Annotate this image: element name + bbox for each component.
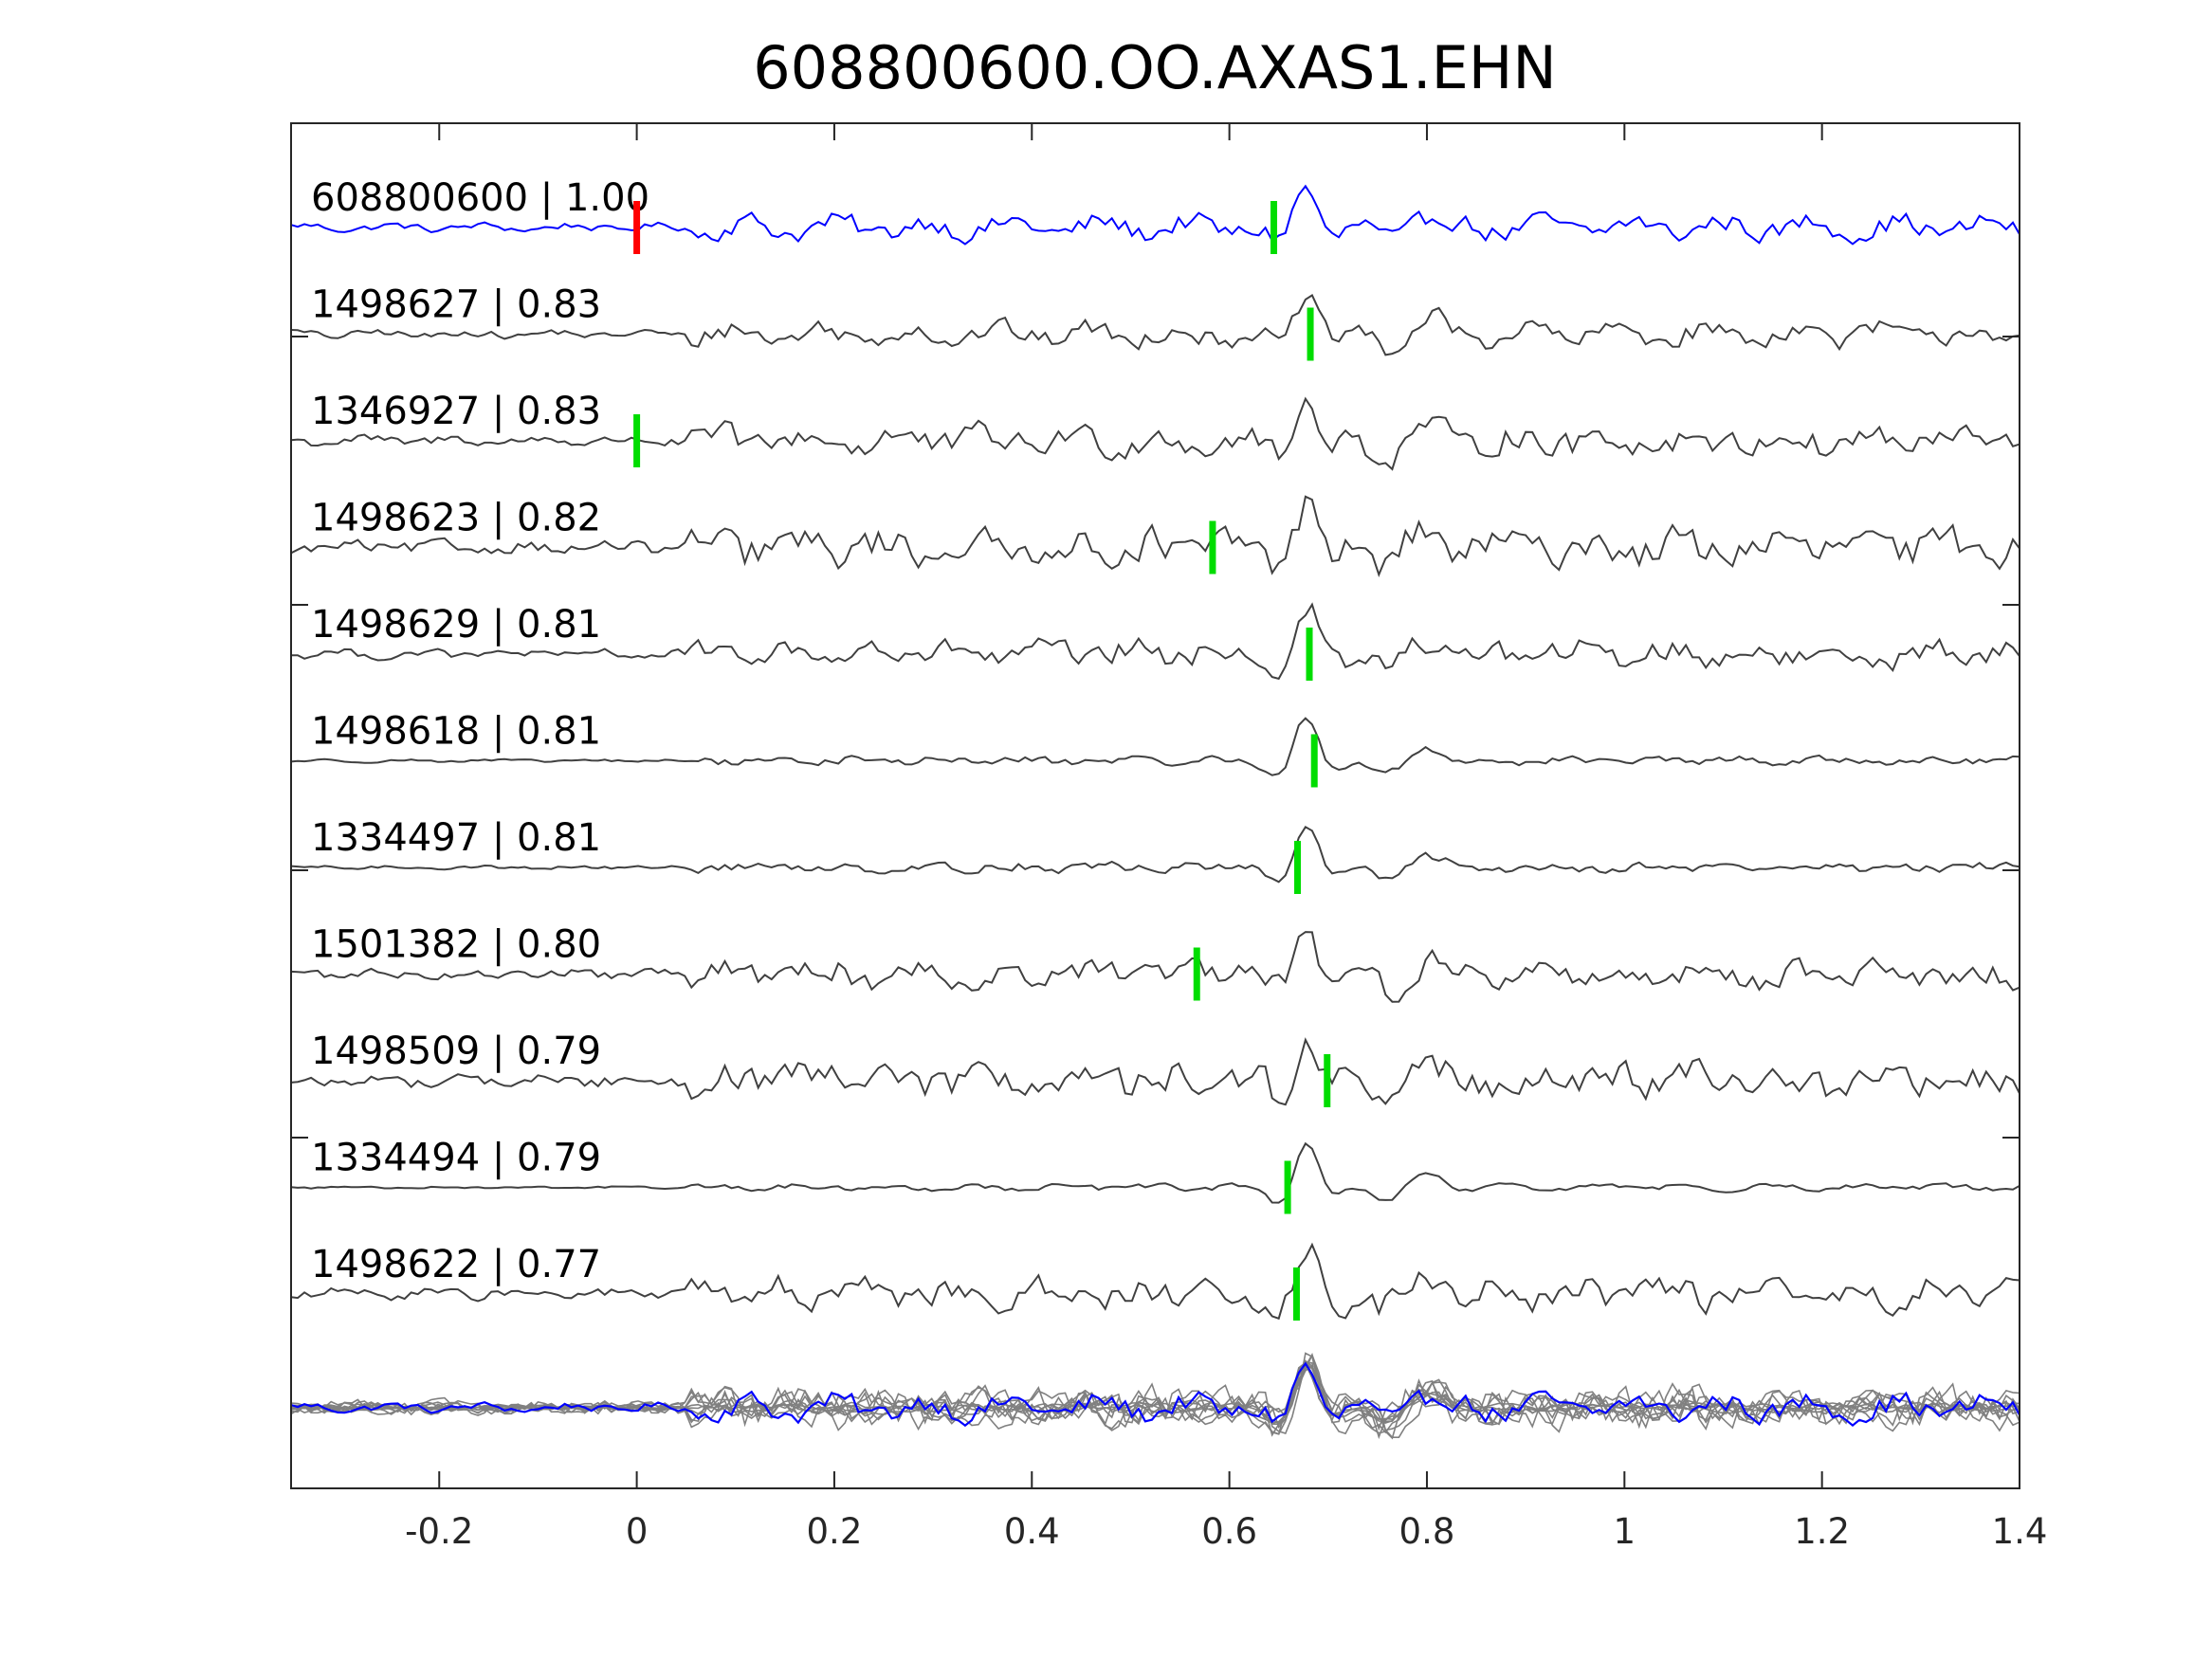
- waveform-line: [290, 931, 2020, 1003]
- x-tick-label: -0.2: [405, 1511, 473, 1552]
- stack-waveform-608800600: [290, 1361, 2020, 1428]
- trace-1498623: 1498623 | 0.82: [290, 495, 2020, 577]
- x-tick-label: 0.8: [1399, 1511, 1455, 1552]
- trace-1498629: 1498629 | 0.81: [291, 602, 2020, 681]
- phase-pick-marker: [633, 414, 641, 467]
- trace-label: 1346927 | 0.83: [311, 390, 601, 433]
- phase-pick-marker: [1193, 947, 1200, 1001]
- x-tick-label: 0.6: [1201, 1511, 1257, 1552]
- phase-pick-marker: [1292, 1267, 1300, 1321]
- stack-waveform-1498629: [290, 1352, 2020, 1435]
- x-tick-label: 0.4: [1004, 1511, 1060, 1552]
- trace-label: 1498629 | 0.81: [311, 603, 601, 647]
- trace-label: 1334497 | 0.81: [311, 816, 601, 860]
- trace-1334494: 1334494 | 0.79: [290, 1137, 2020, 1214]
- phase-pick-marker: [1284, 1160, 1291, 1214]
- trace-label: 1334494 | 0.79: [311, 1137, 601, 1180]
- phase-pick-marker: [1271, 201, 1278, 254]
- phase-pick-marker: [1209, 520, 1216, 574]
- trace-1498618: 1498618 | 0.81: [290, 710, 2020, 788]
- x-tick-label: 1.4: [1992, 1511, 2048, 1552]
- x-axis: -0.2 0 0.2 0.4 0.6 0.8 1 1.2 1.4: [291, 123, 2047, 1552]
- stack-waveform-1346927: [290, 1360, 2020, 1440]
- phase-pick-marker: [1306, 628, 1313, 681]
- waveform-line: [290, 1242, 2020, 1321]
- phase-pick-marker: [1310, 734, 1318, 788]
- trace-label: 1498618 | 0.81: [311, 710, 601, 754]
- waveform-line: [290, 1141, 2020, 1204]
- waveform-line: [290, 717, 2020, 776]
- trace-label: 1498509 | 0.79: [311, 1030, 601, 1073]
- waveform-line: [290, 396, 2020, 471]
- stacked-overlay: [290, 1352, 2020, 1440]
- trace-label: 1498622 | 0.77: [311, 1243, 601, 1286]
- plot-area: 608800600 | 1.00 1498627 | 0.83 1346927 | …: [290, 176, 2020, 1440]
- x-tick-label: 1: [1614, 1511, 1636, 1552]
- x-tick-label: 0.2: [807, 1511, 863, 1552]
- trace-1498627: 1498627 | 0.83: [290, 283, 2020, 361]
- trace-label: 1498623 | 0.82: [311, 497, 601, 540]
- phase-pick-marker: [1307, 307, 1314, 361]
- waveform-line: [290, 825, 2020, 884]
- waveform-line: [290, 294, 2020, 356]
- trace-label: 1498627 | 0.83: [311, 283, 601, 327]
- chart-title: 608800600.OO.AXAS1.EHN: [753, 33, 1557, 102]
- phase-pick-marker: [1324, 1054, 1331, 1107]
- trace-1334497: 1334497 | 0.81: [290, 816, 2020, 894]
- trace-label: 608800600 | 1.00: [311, 176, 649, 220]
- origin-pick-marker: [633, 201, 641, 254]
- x-tick-label: 1.2: [1794, 1511, 1850, 1552]
- waveform-line: [290, 1037, 2020, 1106]
- trace-1498509: 1498509 | 0.79: [290, 1030, 2020, 1107]
- trace-608800600: 608800600 | 1.00: [290, 176, 2020, 254]
- waveform-line: [291, 602, 2020, 681]
- waveform-line: [290, 495, 2020, 577]
- phase-pick-marker: [1294, 841, 1302, 894]
- trace-label: 1501382 | 0.80: [311, 923, 601, 967]
- axes-box: [290, 122, 2020, 1489]
- x-tick-label: 0: [626, 1511, 649, 1552]
- trace-1346927: 1346927 | 0.83: [290, 390, 2020, 471]
- trace-1501382: 1501382 | 0.80: [290, 923, 2020, 1003]
- waveform-line: [290, 184, 2020, 246]
- trace-1498622: 1498622 | 0.77: [290, 1242, 2020, 1321]
